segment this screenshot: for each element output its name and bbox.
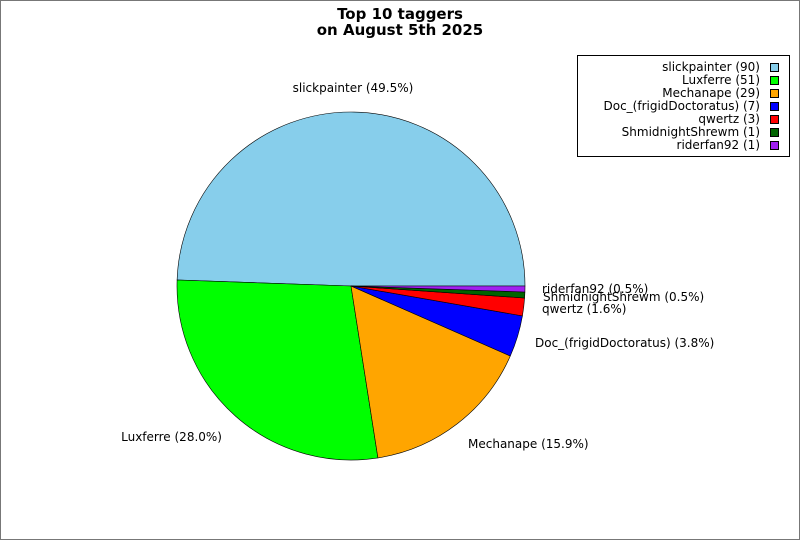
legend-item: Mechanape (29)	[578, 87, 789, 100]
pie-slice-luxferre	[176, 279, 379, 461]
chart-title: Top 10 taggers	[337, 5, 463, 23]
legend-item: riderfan92 (1)	[578, 139, 789, 152]
slice-label-doc-frigiddoctoratus-: Doc_(frigidDoctoratus) (3.8%)	[535, 336, 714, 350]
slice-label-qwertz: qwertz (1.6%)	[542, 302, 626, 316]
legend-label: slickpainter (90)	[662, 60, 760, 74]
legend-swatch	[770, 128, 779, 137]
pie-slice-riderfan92	[350, 285, 526, 293]
chart-subtitle: on August 5th 2025	[316, 21, 484, 39]
legend-swatch	[770, 89, 779, 98]
slice-label-slickpainter: slickpainter (49.5%)	[293, 81, 414, 95]
legend-item: Luxferre (51)	[578, 74, 789, 87]
legend-label: ShmidnightShrewm (1)	[621, 125, 760, 139]
legend-swatch	[770, 63, 779, 72]
chart-title-block: Top 10 taggers on August 5th 2025	[1, 6, 799, 38]
legend-label: riderfan92 (1)	[676, 138, 760, 152]
pie-slice-slickpainter	[176, 111, 526, 287]
legend-swatch	[770, 76, 779, 85]
pie-slice-mechanape	[350, 285, 511, 459]
legend-item: qwertz (3)	[578, 113, 789, 126]
legend-item: slickpainter (90)	[578, 61, 789, 74]
legend-swatch	[770, 141, 779, 150]
legend-label: Doc_(frigidDoctoratus) (7)	[603, 99, 761, 113]
chart-legend: slickpainter (90) Luxferre (51) Mechanape …	[577, 55, 790, 157]
slice-label-shmidnightshrewm: ShmidnightShrewm (0.5%)	[543, 290, 704, 304]
legend-label: Mechanape (29)	[662, 86, 760, 100]
legend-label: qwertz (3)	[698, 112, 760, 126]
legend-item: ShmidnightShrewm (1)	[578, 126, 789, 139]
slice-label-riderfan92: riderfan92 (0.5%)	[542, 282, 648, 296]
legend-swatch	[770, 102, 779, 111]
legend-label: Luxferre (51)	[681, 73, 760, 87]
legend-swatch	[770, 115, 779, 124]
slice-label-mechanape: Mechanape (15.9%)	[468, 437, 589, 451]
legend-item: Doc_(frigidDoctoratus) (7)	[578, 100, 789, 113]
slice-label-luxferre: Luxferre (28.0%)	[121, 430, 222, 444]
